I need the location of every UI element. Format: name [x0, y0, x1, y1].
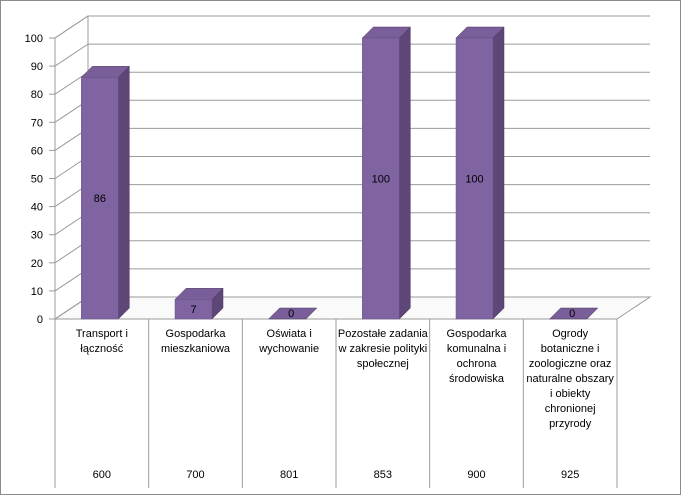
category-code: 600 [92, 469, 111, 481]
y-tick-label: 70 [31, 117, 43, 129]
category-label: Transport i łączność [75, 328, 128, 355]
gridline [54, 15, 650, 39]
bar-top [549, 307, 599, 320]
data-label: 86 [94, 193, 106, 205]
category-label: Ogrody botaniczne i zoologiczne oraz nat… [526, 328, 614, 430]
data-label: 0 [288, 308, 294, 320]
bar-side [492, 26, 505, 320]
gridline [54, 99, 650, 123]
category-code: 900 [467, 469, 486, 481]
bar [174, 299, 213, 320]
gridline [54, 127, 650, 151]
category-label: Gospodarka komunalna i ochrona środowisk… [446, 328, 507, 385]
bar [81, 77, 119, 320]
y-tick-label: 100 [25, 33, 43, 45]
y-tick-label: 80 [31, 89, 43, 101]
y-tick-label: 20 [31, 258, 43, 270]
gridline [54, 212, 650, 236]
category-code: 801 [279, 469, 299, 481]
bar-side [399, 26, 411, 320]
y-tick-label: 90 [31, 61, 43, 73]
y-tick-label: 0 [37, 314, 43, 326]
y-tick-label: 40 [31, 202, 43, 214]
data-label: 100 [465, 174, 483, 186]
gridline [54, 268, 650, 292]
y-tick-label: 60 [31, 145, 43, 157]
y-tick-label: 50 [31, 174, 43, 186]
category-label: Gospodarka mieszkaniowa [160, 328, 231, 355]
bar [455, 37, 494, 320]
data-label: 0 [569, 308, 575, 320]
category-label: Oświata i wychowanie [259, 328, 320, 355]
bar-top [268, 307, 318, 320]
category-code: 853 [373, 469, 392, 481]
y-tick-label: 10 [31, 286, 43, 298]
bar [362, 37, 400, 320]
gridline [54, 184, 650, 208]
category-code: 700 [186, 469, 205, 481]
y-tick-label: 30 [31, 230, 43, 242]
gridline [54, 240, 650, 264]
category-code: 925 [560, 469, 580, 481]
gridline [54, 43, 650, 67]
bar-side [118, 65, 130, 320]
data-label: 100 [372, 174, 390, 186]
gridline [54, 71, 650, 95]
data-label: 7 [190, 304, 196, 316]
category-label: Pozostałe zadania w zakresie polityki sp… [337, 328, 428, 370]
gridline [54, 156, 650, 179]
